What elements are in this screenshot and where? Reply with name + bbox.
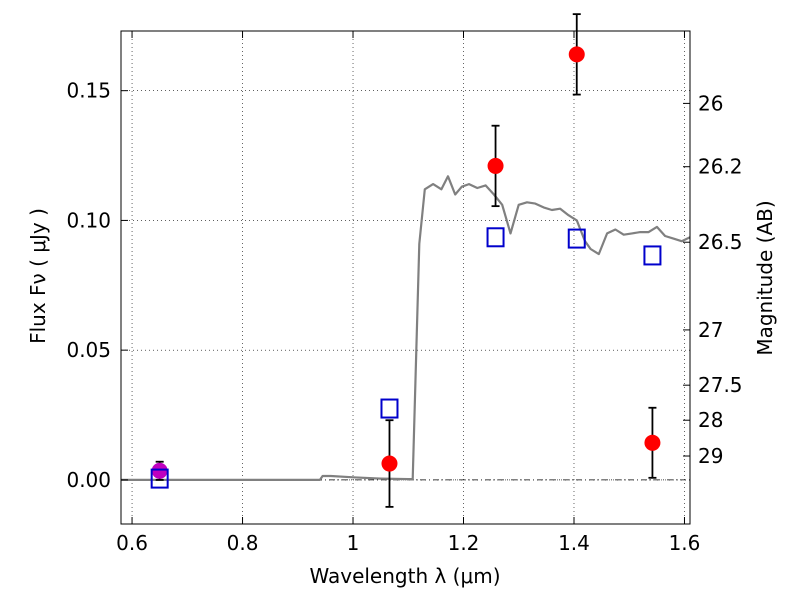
x-tick-label: 1.2: [448, 531, 480, 555]
y2-axis-label: Magnitude (AB): [753, 200, 777, 355]
observed-point: [151, 462, 168, 479]
y-tick-label: 0.15: [66, 79, 111, 103]
y-tick-label: 0.10: [66, 208, 111, 232]
model-sed-line: [121, 175, 691, 481]
plot-frame: [120, 30, 691, 525]
observed-point: [487, 157, 504, 174]
observed-point: [568, 46, 585, 63]
observed-point: [644, 434, 661, 451]
x-tick-label: 1.4: [558, 531, 590, 555]
model-photometry-square: [567, 228, 586, 249]
y2-tick-label: 28: [698, 408, 723, 432]
model-photometry-square: [486, 227, 505, 248]
x-tick-label: 1: [347, 531, 360, 555]
y2-tick-label: 26.2: [698, 155, 743, 179]
tick-labels: 0.6 0.8 1 1.2 1.4 1.6 0.00 0.05 0.10 0.15 26 26.2 26…: [66, 79, 742, 555]
x-axis-label: Wavelength λ (μm): [309, 564, 500, 588]
x-tick-label: 0.8: [227, 531, 259, 555]
y-axis-label: Flux Fν ( μJy ): [26, 208, 50, 344]
y2-tick-label: 26.5: [698, 230, 743, 254]
model-sed-layer: [121, 175, 691, 481]
model-photometry-square: [150, 468, 169, 489]
y2-tick-label: 29: [698, 444, 723, 468]
observed-point: [381, 455, 398, 472]
model-photometry-square: [643, 245, 662, 266]
y2-tick-label: 26: [698, 91, 723, 115]
y2-tick-label: 27.5: [698, 373, 743, 397]
model-photometry-square: [380, 398, 399, 419]
y-tick-label: 0.00: [66, 468, 111, 492]
y2-tick-label: 27: [698, 318, 723, 342]
y-tick-label: 0.05: [66, 338, 111, 362]
marker-layer: [150, 46, 662, 489]
x-tick-label: 0.6: [116, 531, 148, 555]
x-tick-label: 1.6: [669, 531, 701, 555]
ticks: [121, 31, 690, 524]
